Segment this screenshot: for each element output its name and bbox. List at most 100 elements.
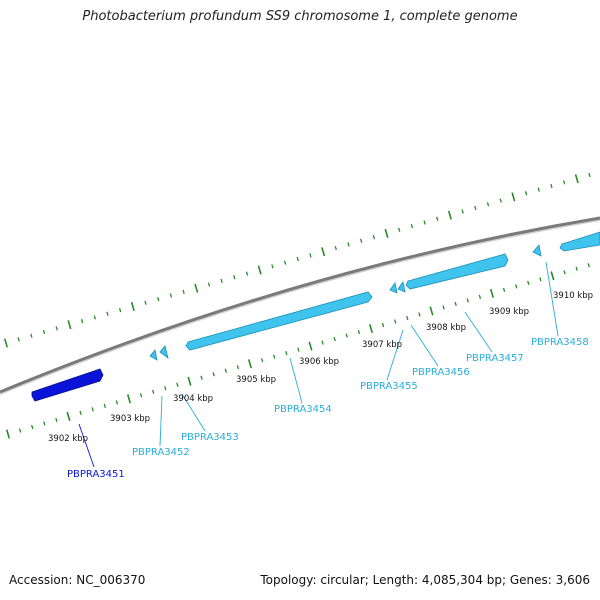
inner-tick <box>489 288 495 298</box>
gene-arrow <box>532 244 542 257</box>
outer-tick <box>423 220 426 225</box>
outer-tick <box>220 278 223 284</box>
inner-tick <box>224 368 227 373</box>
inner-tick <box>539 277 542 282</box>
gene-arrow <box>405 253 509 290</box>
inner-tick <box>333 336 336 342</box>
gene-arrow <box>397 281 406 293</box>
leader-line <box>289 357 303 404</box>
label-leader-lines <box>78 261 559 468</box>
outer-tick <box>321 247 326 257</box>
inner-tick <box>18 428 22 433</box>
outer-tick <box>486 202 490 207</box>
inner-tick <box>357 329 361 335</box>
outer-tick <box>30 333 33 338</box>
inner-tick <box>236 365 240 370</box>
gene-arrow <box>159 345 169 359</box>
outer-tick <box>118 308 122 313</box>
backbone-line <box>0 216 600 394</box>
inner-tick <box>466 298 469 303</box>
outer-tick <box>93 315 96 320</box>
gene-arrow <box>389 282 398 294</box>
map-title: Photobacterium profundum SS9 chromosome … <box>82 9 518 24</box>
outer-tick <box>359 238 363 243</box>
inner-tick <box>285 351 288 356</box>
outer-tick <box>106 311 109 316</box>
kbp-label: 3905 kbp <box>236 375 276 385</box>
inner-tick <box>103 403 106 408</box>
kbp-label: 3907 kbp <box>362 340 402 350</box>
outer-tick <box>347 242 350 247</box>
inner-tick <box>212 372 215 377</box>
inner-tick <box>550 271 555 281</box>
outer-tick <box>271 264 274 269</box>
inner-tick <box>126 394 132 404</box>
inner-tick <box>406 315 409 321</box>
outer-tick <box>447 210 452 220</box>
kbp-label: 3904 kbp <box>173 394 213 404</box>
outer-tick-track <box>3 172 591 348</box>
gene-label: PBPRA3456 <box>412 367 470 378</box>
outer-tick <box>550 183 553 189</box>
inner-tick <box>454 301 457 307</box>
gene-label: PBPRA3457 <box>466 353 524 364</box>
inner-tick <box>66 411 71 421</box>
outer-tick <box>233 275 236 280</box>
inner-tick <box>442 305 445 310</box>
leader-line <box>159 395 163 447</box>
outer-tick <box>55 326 58 331</box>
inner-tick <box>502 287 506 292</box>
inner-tick <box>200 375 203 380</box>
outer-tick <box>588 172 591 178</box>
gene-labels: PBPRA3451 PBPRA3452 PBPRA3453 PBPRA3454 PBPR… <box>67 337 589 480</box>
backbone-line-shadow <box>0 219 600 395</box>
outer-tick <box>410 224 414 229</box>
gene-arrow <box>559 231 600 252</box>
outer-tick <box>17 337 20 342</box>
outer-tick <box>511 192 516 202</box>
outer-tick <box>283 260 287 265</box>
accession-text: Accession: NC_006370 <box>9 573 146 587</box>
outer-tick <box>436 216 439 221</box>
leader-line <box>545 261 559 337</box>
kbp-label: 3909 kbp <box>489 307 529 317</box>
inner-tick <box>273 354 276 359</box>
inner-tick <box>418 312 421 317</box>
gene-label: PBPRA3455 <box>360 381 418 392</box>
leader-line <box>410 324 439 367</box>
outer-tick <box>245 271 249 276</box>
kbp-label: 3908 kbp <box>426 323 466 333</box>
inner-tick <box>31 424 34 430</box>
inner-tick <box>527 280 530 285</box>
inner-tick <box>345 333 348 338</box>
inner-tick <box>429 306 434 316</box>
inner-tick <box>43 421 46 426</box>
inner-tick <box>164 386 167 391</box>
outer-tick <box>207 282 211 287</box>
inner-tick <box>79 410 82 416</box>
outer-tick <box>537 187 540 192</box>
outer-tick <box>3 338 9 348</box>
outer-tick <box>474 205 477 210</box>
inner-tick <box>587 263 590 268</box>
kbp-label: 3910 kbp <box>553 291 593 301</box>
gene-label: PBPRA3452 <box>132 447 190 458</box>
outer-tick <box>130 301 135 312</box>
leader-line <box>464 311 493 353</box>
inner-tick <box>91 407 94 412</box>
inner-tick <box>575 266 578 271</box>
kbp-labels: 3902 kbp 3903 kbp 3904 kbp 3905 kbp 3906 kbp… <box>48 291 593 444</box>
gene-label: PBPRA3454 <box>274 404 332 415</box>
outer-tick <box>182 289 185 294</box>
inner-tick <box>381 322 385 328</box>
outer-tick <box>574 174 579 184</box>
outer-tick <box>296 256 299 262</box>
outer-tick <box>372 234 376 240</box>
inner-tick <box>115 400 119 405</box>
outer-tick <box>461 209 464 214</box>
gene-label: PBPRA3458 <box>531 337 589 348</box>
inner-tick <box>297 347 300 352</box>
inner-tick <box>247 359 253 369</box>
gene-label: PBPRA3451 <box>67 469 125 480</box>
